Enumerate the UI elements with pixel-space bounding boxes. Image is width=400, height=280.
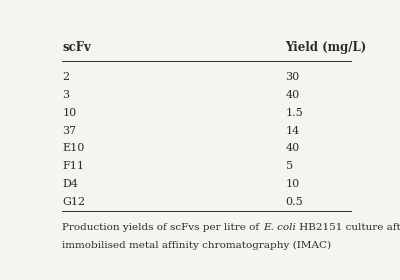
Text: Production yields of scFvs per litre of: Production yields of scFvs per litre of — [62, 223, 263, 232]
Text: 10: 10 — [286, 179, 300, 189]
Text: 14: 14 — [286, 125, 300, 136]
Text: 40: 40 — [286, 143, 300, 153]
Text: E10: E10 — [62, 143, 85, 153]
Text: G12: G12 — [62, 197, 86, 207]
Text: E. coli: E. coli — [263, 223, 296, 232]
Text: 3: 3 — [62, 90, 70, 100]
Text: 2: 2 — [62, 72, 70, 82]
Text: 5: 5 — [286, 161, 293, 171]
Text: 0.5: 0.5 — [286, 197, 303, 207]
Text: 1.5: 1.5 — [286, 108, 303, 118]
Text: immobilised metal affinity chromatography (IMAC): immobilised metal affinity chromatograph… — [62, 241, 332, 250]
Text: scFv: scFv — [62, 41, 91, 54]
Text: D4: D4 — [62, 179, 78, 189]
Text: 40: 40 — [286, 90, 300, 100]
Text: HB2151 culture after purification by: HB2151 culture after purification by — [296, 223, 400, 232]
Text: 10: 10 — [62, 108, 77, 118]
Text: Yield (mg/L): Yield (mg/L) — [286, 41, 367, 54]
Text: 30: 30 — [286, 72, 300, 82]
Text: F11: F11 — [62, 161, 84, 171]
Text: 37: 37 — [62, 125, 76, 136]
